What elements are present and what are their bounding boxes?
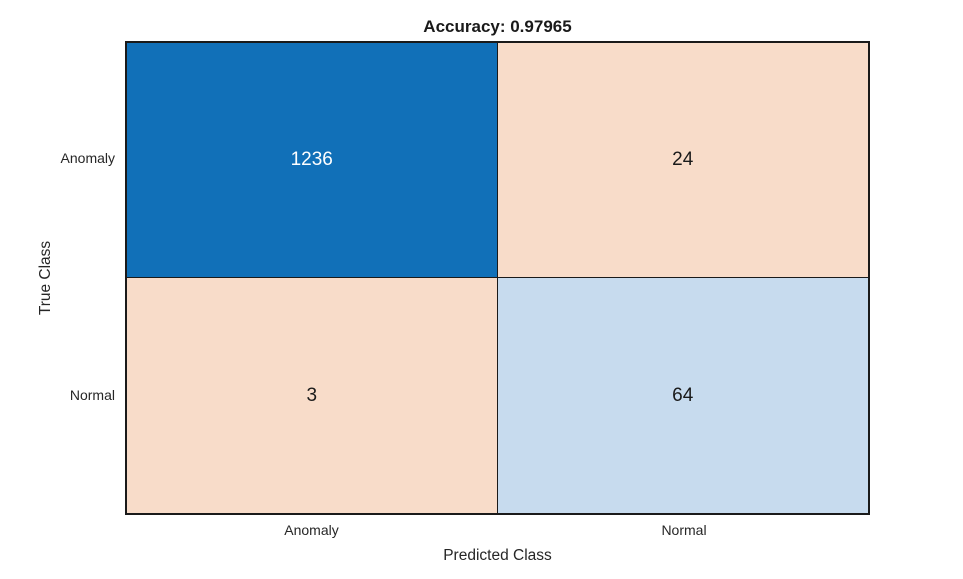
cell-value: 1236 <box>290 149 333 170</box>
cell-value: 24 <box>672 149 694 170</box>
matrix-cell-true-normal-pred-anomaly: 3 <box>127 278 498 513</box>
cell-value: 64 <box>672 384 694 406</box>
matrix-cell-true-anomaly-pred-normal: 24 <box>497 43 868 278</box>
x-tick-normal: Normal <box>661 522 707 538</box>
matrix-cell-true-normal-pred-normal: 64 <box>497 278 868 513</box>
x-tick-anomaly: Anomaly <box>284 522 339 538</box>
chart-title: Accuracy: 0.97965 <box>423 17 572 36</box>
cell-value: 3 <box>306 384 318 406</box>
y-axis-label: True Class <box>37 240 54 316</box>
y-tick-anomaly: Anomaly <box>60 150 115 166</box>
confusion-matrix: 1236 24 3 64 <box>125 41 870 515</box>
matrix-cell-true-anomaly-pred-anomaly: 1236 <box>127 43 498 278</box>
y-tick-normal: Normal <box>69 387 115 403</box>
x-axis-label: Predicted Class <box>443 547 552 564</box>
